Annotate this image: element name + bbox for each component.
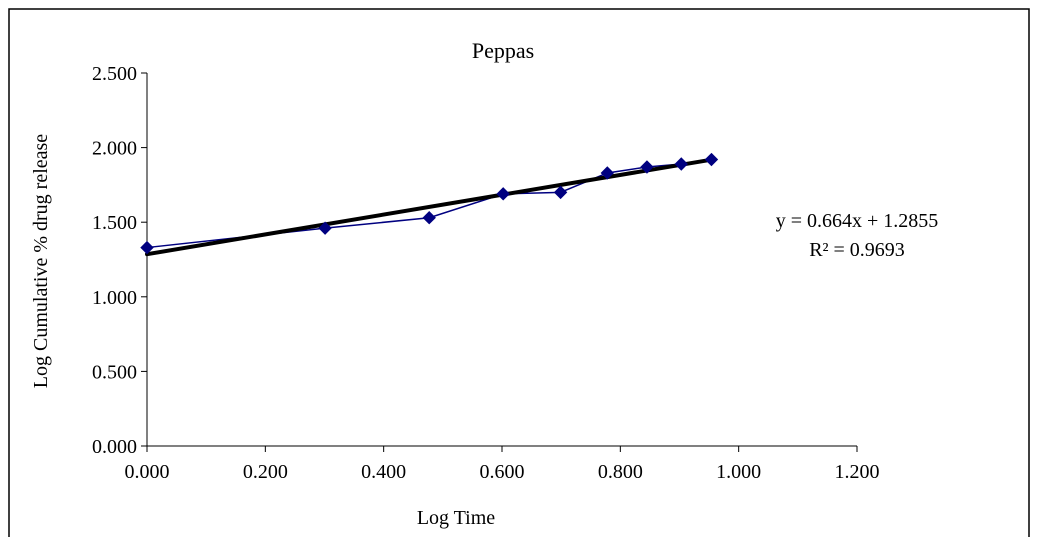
y-tick-label: 1.500 (92, 212, 137, 234)
y-axis-title: Log Cumulative % drug release (30, 134, 52, 388)
data-point (422, 211, 436, 225)
x-axis-title: Log Time (417, 507, 495, 529)
data-point (140, 240, 154, 255)
x-tick-label: 1.000 (716, 461, 761, 483)
y-tick-label: 2.500 (92, 63, 137, 85)
y-tick-label: 0.500 (92, 361, 137, 383)
trendline (145, 157, 714, 257)
x-tick-label: 0.800 (598, 461, 643, 483)
trendline-layer (145, 157, 714, 257)
chart-title: Peppas (472, 38, 534, 63)
axes (146, 73, 857, 447)
x-tick-label: 0.200 (243, 461, 288, 483)
x-ticks: 0.000 0.200 0.400 0.600 0.800 1.000 1.200 (125, 446, 880, 483)
trendline-equation: y = 0.664x + 1.2855 (776, 210, 939, 232)
x-tick-label: 0.000 (125, 461, 170, 483)
x-tick-label: 1.200 (835, 461, 880, 483)
y-tick-label: 1.000 (92, 287, 137, 309)
marker-layer (140, 152, 719, 255)
x-tick-label: 0.600 (480, 461, 525, 483)
data-point (674, 157, 688, 171)
y-ticks: 0.000 0.500 1.000 1.500 2.000 2.500 (92, 63, 147, 458)
data-point (318, 221, 332, 235)
data-point (704, 152, 719, 167)
data-point (600, 166, 615, 180)
x-tick-label: 0.400 (361, 461, 406, 483)
data-point (496, 187, 510, 201)
y-tick-label: 0.000 (92, 436, 137, 458)
r-squared-label: R² = 0.9693 (809, 239, 905, 261)
data-point (553, 185, 568, 200)
data-point (640, 160, 654, 174)
chart-frame (8, 8, 1030, 540)
y-tick-label: 2.000 (92, 138, 137, 160)
